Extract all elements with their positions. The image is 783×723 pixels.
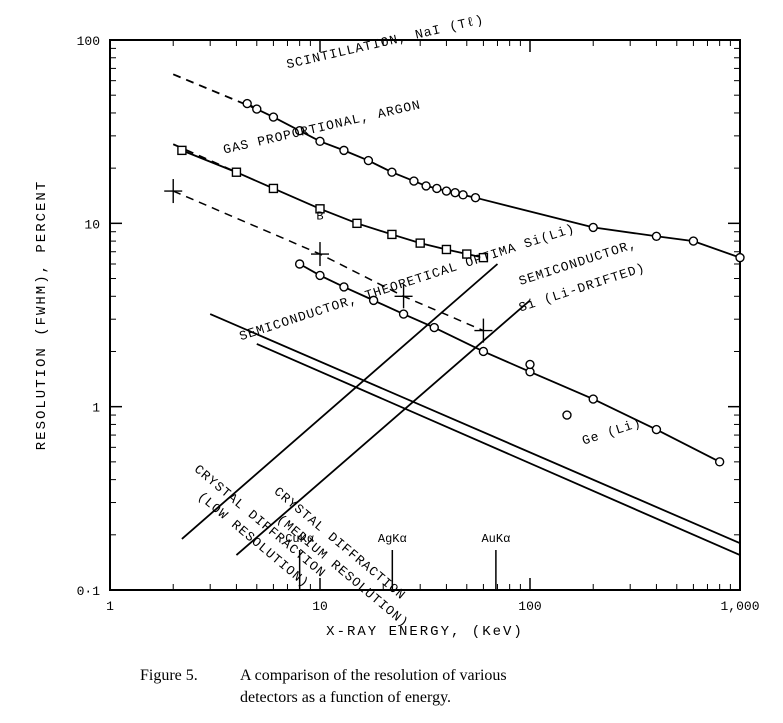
data-marker <box>736 254 744 262</box>
data-marker <box>471 194 479 202</box>
data-marker <box>442 245 450 253</box>
data-marker <box>253 105 261 113</box>
series-line <box>257 344 740 555</box>
data-marker <box>416 239 424 247</box>
x-tick-label: 1 <box>106 599 114 614</box>
data-marker <box>316 271 324 279</box>
y-tick-label: 0·1 <box>77 584 101 599</box>
y-tick-label: 10 <box>84 217 100 232</box>
data-marker <box>388 168 396 176</box>
data-marker <box>652 426 660 434</box>
data-marker <box>410 177 418 185</box>
data-marker <box>316 137 324 145</box>
data-marker <box>178 146 186 154</box>
ref-line-label: AuKα <box>481 532 510 546</box>
data-marker <box>340 146 348 154</box>
y-tick-label: 100 <box>77 34 100 49</box>
data-marker <box>243 100 251 108</box>
data-marker <box>563 411 571 419</box>
x-tick-label: 100 <box>518 599 541 614</box>
data-marker <box>442 187 450 195</box>
figure-caption-prefix: Figure 5. <box>140 667 198 684</box>
y-axis-label: RESOLUTION (FWHM), PERCENT <box>34 180 50 450</box>
figure-caption-line1: A comparison of the resolution of variou… <box>240 667 507 684</box>
data-marker <box>716 458 724 466</box>
data-marker <box>340 283 348 291</box>
data-marker <box>353 219 361 227</box>
series-line <box>182 150 484 257</box>
annotation-label: B <box>316 209 323 223</box>
data-marker <box>589 223 597 231</box>
data-marker <box>422 182 430 190</box>
series-label: Ge (Li) <box>580 415 643 448</box>
data-marker <box>689 237 697 245</box>
figure-caption-line2: detectors as a function of energy. <box>240 689 451 706</box>
ref-line-label: AgKα <box>378 532 407 546</box>
data-marker <box>652 232 660 240</box>
y-tick-label: 1 <box>92 401 100 416</box>
data-marker <box>451 189 459 197</box>
data-marker <box>269 113 277 121</box>
data-marker <box>459 191 467 199</box>
data-marker <box>430 324 438 332</box>
data-marker <box>388 230 396 238</box>
data-marker <box>232 168 240 176</box>
data-marker <box>526 360 534 368</box>
data-marker <box>269 184 277 192</box>
x-tick-label: 1,000 <box>720 599 759 614</box>
data-marker <box>589 395 597 403</box>
data-marker <box>296 260 304 268</box>
series-label: SCINTILLATION, NaI (Tℓ) <box>285 12 486 72</box>
chart-svg: 1 10 100 1,000 0·1 1 10 100 X-RAY ENERGY, (KeV) R… <box>0 0 783 723</box>
data-marker <box>433 184 441 192</box>
data-marker <box>364 157 372 165</box>
data-marker <box>400 310 408 318</box>
figure-container: 1 10 100 1,000 0·1 1 10 100 X-RAY ENERGY, (KeV) R… <box>0 0 783 723</box>
x-tick-label: 10 <box>312 599 328 614</box>
data-marker <box>479 347 487 355</box>
x-axis-label: X-RAY ENERGY, (KeV) <box>326 624 524 640</box>
